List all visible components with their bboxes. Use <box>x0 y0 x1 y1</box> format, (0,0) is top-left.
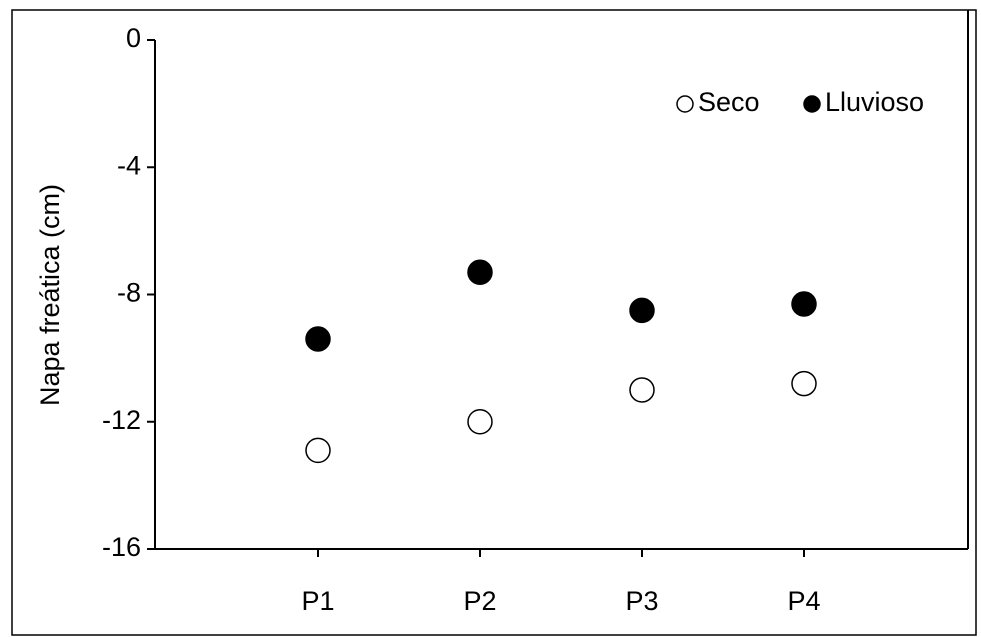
y-tick-label: -4 <box>117 150 141 180</box>
marker <box>791 370 817 397</box>
marker <box>305 437 331 464</box>
y-axis-label: Napa freática (cm) <box>35 184 65 406</box>
legend-label: Lluvioso <box>825 87 924 117</box>
x-tick-label: P2 <box>463 586 496 616</box>
y-tick-label: 0 <box>126 23 141 53</box>
marker <box>629 297 655 324</box>
marker <box>305 326 331 352</box>
frame <box>11 9 977 636</box>
marker <box>791 291 817 317</box>
x-tick-label: P3 <box>625 586 658 616</box>
x-tick-label: P1 <box>301 586 334 616</box>
y-tick-label: -8 <box>117 278 141 308</box>
y-tick-label: -16 <box>102 532 141 562</box>
x-tick-label: P4 <box>787 586 820 616</box>
y-tick-label: -12 <box>102 405 141 435</box>
marker <box>629 377 655 403</box>
legend-marker <box>803 95 821 113</box>
legend-label: Seco <box>698 87 760 117</box>
marker <box>467 259 493 285</box>
legend-marker <box>676 95 694 113</box>
marker <box>467 409 493 435</box>
